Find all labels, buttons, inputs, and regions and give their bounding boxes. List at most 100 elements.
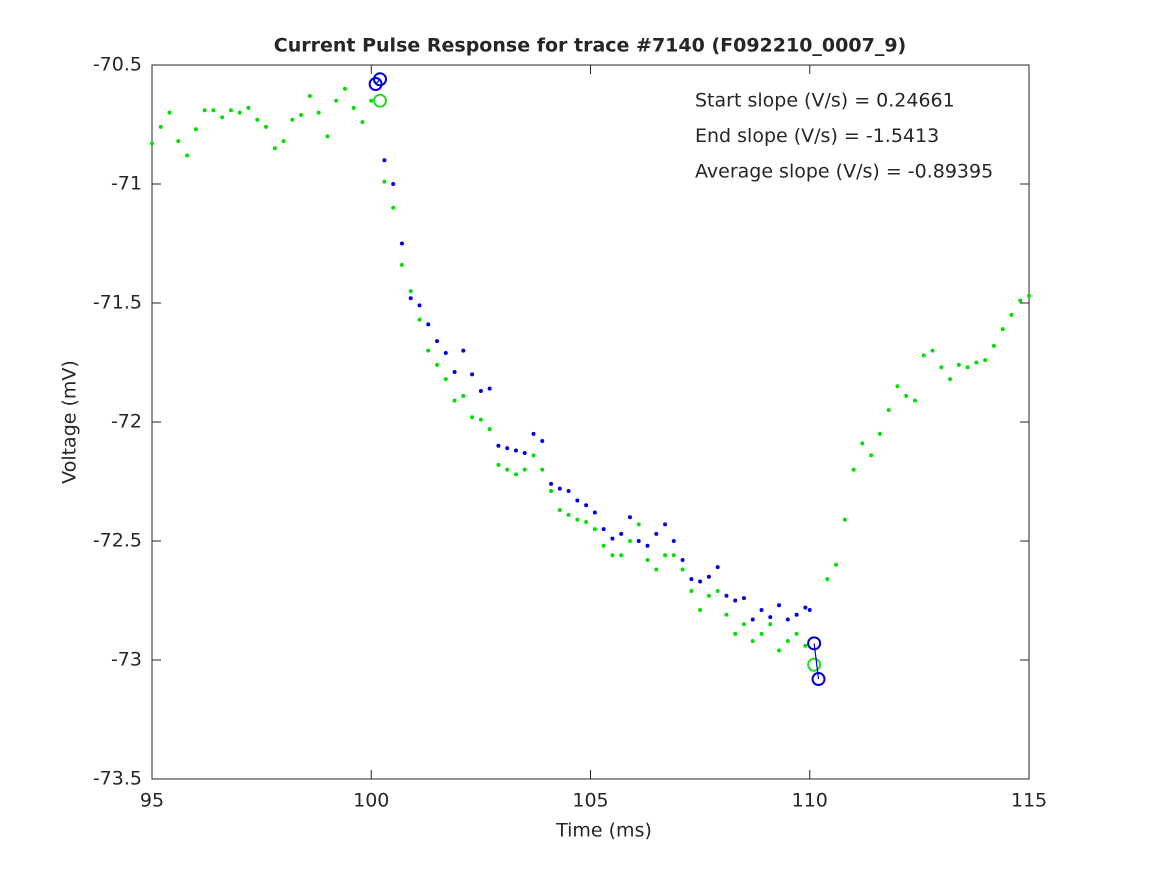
point [342,86,347,91]
point [360,120,365,125]
point [470,415,475,420]
point [158,124,163,129]
point [759,631,764,636]
point [513,472,518,477]
point [575,517,580,522]
point [443,350,448,355]
point [706,593,711,598]
point [741,596,746,601]
point [794,612,799,617]
point [750,617,755,622]
point [566,489,571,494]
point [531,453,536,458]
point [496,443,501,448]
point [487,386,492,391]
point [461,348,466,353]
point [505,467,510,472]
point [382,158,387,163]
point [470,372,475,377]
point [417,303,422,308]
point [290,117,295,122]
point [636,539,641,543]
point [185,153,190,158]
point [452,398,457,403]
point [825,577,830,582]
point [461,393,466,398]
point [759,608,764,613]
y-tick-label: -70.5 [93,54,142,76]
point [715,565,720,570]
x-tick-label: 95 [140,790,164,812]
point [1009,312,1014,317]
point [636,522,641,527]
point [566,512,571,517]
point [663,553,668,558]
point [150,141,154,146]
point [834,562,839,567]
point [601,527,606,532]
point [1000,327,1005,332]
y-tick-label: -72 [111,411,142,433]
point [777,603,782,608]
y-tick-label: -73.5 [93,768,142,790]
point [645,558,650,563]
point [220,115,225,120]
point [627,539,632,543]
point [724,593,729,598]
point [956,362,961,367]
point [1018,298,1023,303]
point [645,543,650,548]
marker-circle [373,72,388,87]
point [785,638,790,643]
point [584,503,589,508]
point [733,598,738,603]
y-tick-label: -71.5 [93,292,142,314]
point [768,622,773,627]
point [851,467,856,472]
point [698,608,703,613]
point [777,648,782,653]
point [549,481,554,486]
point [264,124,269,129]
point [316,110,321,115]
point [351,105,356,110]
marker-circle [373,93,388,108]
point [654,567,659,572]
marker-circle [807,657,822,672]
point [391,205,396,210]
point [794,631,799,636]
point [741,622,746,627]
point [246,105,251,110]
point [391,182,396,186]
point [991,343,996,348]
point [627,515,632,520]
point [557,508,562,513]
point [426,348,431,353]
point [601,543,606,548]
point [417,317,422,322]
point [983,358,988,363]
point [478,389,483,394]
point [513,448,518,453]
point [540,467,545,472]
point [904,393,909,398]
x-tick-label: 110 [792,790,828,812]
y-tick-label: -73 [111,649,142,671]
point [584,519,589,524]
point [540,439,545,444]
point [228,108,233,113]
y-tick-label: -71 [111,173,142,195]
x-tick-label: 105 [572,790,608,812]
point [768,615,773,620]
point [842,517,847,522]
point [522,467,527,472]
point [733,631,738,636]
point [272,146,277,151]
point [785,617,790,622]
point [211,108,216,113]
chart-title: Current Pulse Response for trace #7140 (… [274,35,906,57]
point [930,348,935,353]
point [974,360,979,365]
